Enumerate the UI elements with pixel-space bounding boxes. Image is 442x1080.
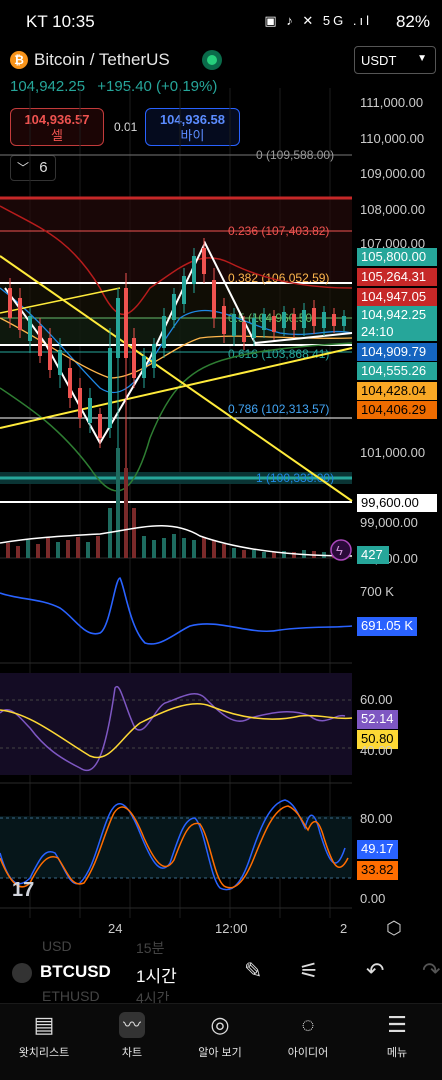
symbol-title[interactable]: Bitcoin / TetherUS [34, 50, 170, 69]
menu-icon: ☰ [387, 1012, 407, 1037]
price-tag: 105,264.31 [357, 268, 437, 286]
price-tag: 104,428.04 [357, 382, 437, 400]
price-axis-label: 99,000.00 [360, 515, 418, 530]
nav-chart[interactable]: 〰 차트 [97, 1012, 167, 1060]
nav-menu-label: 메뉴 [386, 1047, 408, 1059]
indicator-2-axis: 40.00 [360, 743, 393, 758]
indicator-3-value-a: 49.17 [357, 840, 398, 859]
indicator-1-line [0, 577, 353, 645]
fib-0786-label: 0.786 (102,313.57) [228, 402, 329, 416]
indicator-3-axis: 0.00 [360, 891, 386, 906]
chart-icon: 〰 [119, 1012, 145, 1038]
watchlist-icon: ▤ [33, 1012, 55, 1037]
redo-icon[interactable]: ↷ [422, 958, 441, 983]
price-axis-label: 111,000.00 [360, 95, 424, 110]
chart-toolbar: USD 15분 BTCUSD 1시간 ETHUSD 4시간 ✎ ⚟ ↶ ↷ [0, 938, 442, 1006]
price-tag: 105,800.00 [357, 248, 437, 266]
buy-label: 바이 [180, 128, 205, 143]
time-axis: 24 12:00 2 ⬡ [0, 918, 442, 940]
fib-0-label: 0 (109,588.00) [256, 148, 334, 162]
buy-price: 104,936.58 [159, 112, 226, 127]
bottom-nav: ▤ 왓치리스트 〰 차트 ◎ 알아 보기 ◌ 아이디어 ☰ 메뉴 [0, 1003, 442, 1080]
battery-level: 82% [395, 12, 430, 31]
price-axis-label: 108,000.00 [360, 202, 426, 217]
fib-0618-label: 0.618 (103,868.41) [228, 347, 329, 361]
nav-chart-label: 차트 [121, 1047, 143, 1059]
ghost-interval-above: 15분 [136, 940, 165, 956]
price-axis-label: 107,000.00 [360, 236, 426, 251]
currency-select-value: USDT [361, 53, 397, 68]
price-line: 104,942.25 +195.40 (+0.19%) [10, 78, 217, 95]
price-axis-label: 109,000.00 [360, 166, 426, 181]
indicator-count: 6 [39, 159, 48, 176]
indicator-settings-icon[interactable]: ⚟ [299, 958, 319, 983]
interval-picker[interactable]: 1시간 [136, 967, 177, 986]
last-price-tag: 104,942.25 [357, 306, 437, 324]
nav-menu[interactable]: ☰ 메뉴 [362, 1012, 432, 1060]
last-price: 104,942.25 [10, 78, 86, 95]
symbol-header[interactable]: ₿ Bitcoin / TetherUS [0, 46, 442, 76]
fib-0236-label: 0.236 (107,403.82) [228, 224, 329, 238]
nav-watchlist-label: 왓치리스트 [18, 1047, 70, 1059]
undo-icon[interactable]: ↶ [366, 958, 385, 983]
symbol-icon [12, 963, 32, 983]
price-chart[interactable]: 0 (109,588.00) 0.236 (107,403.82) 0.382 … [0, 88, 442, 918]
status-time: KT 10:35 [26, 12, 95, 31]
lightbulb-icon: ◌ [301, 1012, 315, 1037]
indicator-2-value-a: 52.14 [357, 710, 398, 729]
time-axis-label: 24 [108, 921, 123, 936]
symbol-picker[interactable]: BTCUSD [40, 962, 111, 981]
status-bar: KT 10:35 ▣ ♪ ✕ 5G .ıl 82% [0, 0, 442, 44]
spread-value: 0.01 [114, 120, 138, 134]
sell-price: 104,936.57 [24, 112, 90, 127]
fib-0382-label: 0.382 (106,052.59) [228, 271, 329, 285]
nav-ideas[interactable]: ◌ 아이디어 [273, 1012, 343, 1060]
indicator-2-axis: 60.00 [360, 692, 393, 707]
buy-button[interactable]: 104,936.58 바이 [145, 108, 240, 146]
compass-icon: ◎ [210, 1012, 230, 1037]
fib-1-label: 1 (100,333.00) [256, 471, 334, 485]
nav-explore-label: 알아 보기 [198, 1047, 242, 1059]
nav-explore[interactable]: ◎ 알아 보기 [185, 1012, 255, 1060]
sell-label: 셀 [51, 128, 63, 143]
chevron-down-icon: ▼ [417, 53, 427, 64]
currency-select[interactable]: USDT ▼ [354, 46, 436, 74]
indicator-1-value: 691.05 K [357, 617, 418, 636]
price-tag: 104,406.29 [357, 401, 437, 419]
bitcoin-icon: ₿ [10, 51, 28, 69]
sell-button[interactable]: 104,936.57 셀 [10, 108, 104, 146]
tradingview-logo-icon: 17 [12, 879, 34, 901]
indicator-3-axis: 80.00 [360, 811, 393, 826]
indicator-3-value-b: 33.82 [357, 861, 398, 880]
settings-icon[interactable]: ⬡ [386, 918, 402, 938]
volume-tag: 427 [357, 546, 389, 564]
status-icons: ▣ ♪ ✕ 5G .ıl [264, 13, 372, 28]
price-axis-label: 110,000.00 [360, 131, 425, 146]
market-open-icon [202, 50, 222, 70]
price-tag: 104,555.26 [357, 362, 437, 380]
svg-text:ϟ: ϟ [336, 543, 343, 558]
time-axis-label: 2 [340, 921, 348, 936]
nav-watchlist[interactable]: ▤ 왓치리스트 [9, 1012, 79, 1060]
ghost-symbol-above: USD [42, 938, 72, 954]
indicator-2-value-b: 50.80 [357, 730, 398, 749]
price-axis-label: 101,000.00 [360, 445, 426, 460]
countdown-tag: 24:10 [357, 323, 437, 341]
price-tag: 104,947.05 [357, 288, 437, 306]
indicator-1-axis: 700 K [360, 584, 394, 599]
time-axis-label: 12:00 [215, 921, 248, 936]
price-change: +195.40 (+0.19%) [97, 78, 218, 95]
nav-ideas-label: 아이디어 [287, 1047, 329, 1059]
chevron-down-icon: ﹀ [17, 161, 30, 175]
lightning-icon [330, 539, 352, 561]
alert-price-tag: 99,600.00 [357, 494, 437, 512]
ghost-interval-below: 4시간 [136, 990, 170, 1006]
price-tag: 104,909.79 [357, 343, 437, 361]
ghost-symbol-below: ETHUSD [42, 988, 100, 1004]
drawing-tool-icon[interactable]: ✎ [244, 958, 263, 983]
